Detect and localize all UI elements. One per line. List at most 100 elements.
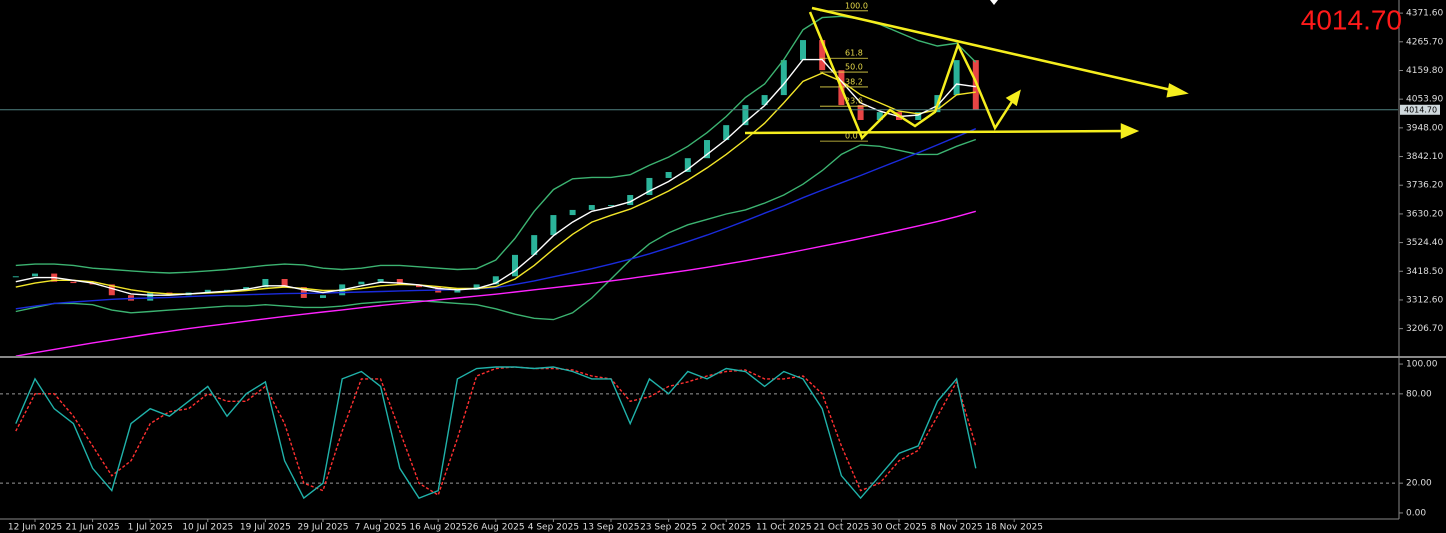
x-tick-label: 12 Jun 2025 <box>8 523 62 533</box>
series-line <box>15 366 977 500</box>
y-tick-label: 20.00 <box>1406 479 1432 489</box>
y-tick-label: 4371.60 <box>1406 9 1443 19</box>
candle <box>396 278 403 285</box>
x-tick-label: 1 Jul 2025 <box>128 523 173 533</box>
fib-label: 38.2 <box>845 77 863 86</box>
y-tick-label: 3312.60 <box>1406 295 1443 305</box>
x-tick-label: 13 Sep 2025 <box>582 523 639 533</box>
series-line <box>15 15 977 274</box>
y-tick-label: 4159.80 <box>1406 66 1443 76</box>
series-line <box>15 128 977 310</box>
x-tick-label: 8 Nov 2025 <box>931 523 983 533</box>
candle <box>953 60 960 96</box>
y-tick-label: 3736.20 <box>1406 181 1443 191</box>
candle <box>300 287 307 298</box>
y-tick-label: 3842.10 <box>1406 152 1443 162</box>
marker <box>990 0 998 5</box>
x-tick-label: 21 Jun 2025 <box>66 523 120 533</box>
candle <box>665 171 672 178</box>
x-tick-label: 16 Aug 2025 <box>409 523 467 533</box>
x-tick-label: 18 Nov 2025 <box>985 523 1043 533</box>
x-tick-label: 4 Sep 2025 <box>528 523 579 533</box>
x-tick-label: 11 Oct 2025 <box>756 523 812 533</box>
x-tick-label: 10 Jul 2025 <box>182 523 233 533</box>
arrow-head <box>1120 123 1140 139</box>
y-tick-label: 3948.00 <box>1406 123 1443 133</box>
series-line <box>15 366 977 497</box>
trend-line <box>811 6 1181 94</box>
candle <box>262 278 269 288</box>
candle <box>224 289 230 291</box>
candle <box>780 60 787 96</box>
candle <box>108 284 115 296</box>
candle <box>857 105 864 120</box>
candle <box>550 215 557 236</box>
candle <box>32 273 38 277</box>
candle <box>147 292 154 301</box>
y-tick-label: 4265.70 <box>1406 37 1443 47</box>
candle <box>512 254 518 277</box>
candle <box>492 276 499 285</box>
x-tick-label: 29 Jul 2025 <box>298 523 349 533</box>
candle <box>454 289 461 293</box>
x-tick-label: 21 Oct 2025 <box>814 523 870 533</box>
candle <box>800 40 806 61</box>
candle <box>12 276 19 278</box>
candle <box>742 105 749 126</box>
y-tick-label: 0.00 <box>1406 508 1426 518</box>
x-tick-label: 26 Aug 2025 <box>467 523 525 533</box>
arrow-head <box>1166 83 1189 98</box>
x-tick-label: 19 Jul 2025 <box>240 523 291 533</box>
candle <box>608 205 614 207</box>
trend-line <box>744 129 1129 135</box>
y-tick-label: 3524.40 <box>1406 238 1443 248</box>
candle <box>588 205 595 210</box>
candle <box>627 195 634 206</box>
last-price-big: 4014.70 <box>1301 4 1402 35</box>
candle <box>281 278 288 288</box>
trend-drawings <box>744 0 1189 141</box>
y-tick-label: 4053.90 <box>1406 95 1443 105</box>
fib-label: 50.0 <box>845 63 863 72</box>
x-tick-label: 23 Sep 2025 <box>640 523 697 533</box>
candle <box>876 112 883 120</box>
candle <box>358 281 365 285</box>
candle <box>243 287 250 290</box>
candle <box>646 177 653 196</box>
fib-label: 0.0 <box>845 132 858 141</box>
x-tick-label: 2 Oct 2025 <box>701 523 751 533</box>
last-price-label: 4014.70 <box>1404 105 1437 114</box>
series-line <box>15 138 977 321</box>
candle <box>320 295 326 298</box>
candle <box>915 112 922 120</box>
plot-area <box>0 10 1398 500</box>
series-line <box>15 210 976 357</box>
candle <box>70 281 77 284</box>
fib-label: 100.0 <box>845 1 868 10</box>
x-tick-label: 7 Aug 2025 <box>355 523 407 533</box>
candle <box>531 235 538 255</box>
arrow-head <box>1005 89 1021 107</box>
fib-label: 23.6 <box>845 97 863 106</box>
candle <box>723 125 730 141</box>
series-line <box>15 58 976 296</box>
candle <box>473 284 480 290</box>
y-tick-label: 80.00 <box>1406 389 1432 399</box>
candle <box>416 284 422 288</box>
candle <box>704 140 710 159</box>
y-tick-label: 3630.20 <box>1406 209 1443 219</box>
candle <box>761 95 768 106</box>
candle <box>204 289 211 293</box>
candle <box>819 40 826 71</box>
x-tick-label: 30 Oct 2025 <box>871 523 927 533</box>
candle <box>377 278 384 282</box>
candle <box>569 209 576 216</box>
y-tick-label: 100.00 <box>1406 360 1438 370</box>
y-tick-label: 3418.50 <box>1406 267 1443 277</box>
candle <box>684 158 691 172</box>
fib-label: 61.8 <box>845 49 863 58</box>
series-line <box>15 72 976 295</box>
zigzag <box>808 11 1017 141</box>
y-tick-label: 3206.70 <box>1406 324 1443 334</box>
